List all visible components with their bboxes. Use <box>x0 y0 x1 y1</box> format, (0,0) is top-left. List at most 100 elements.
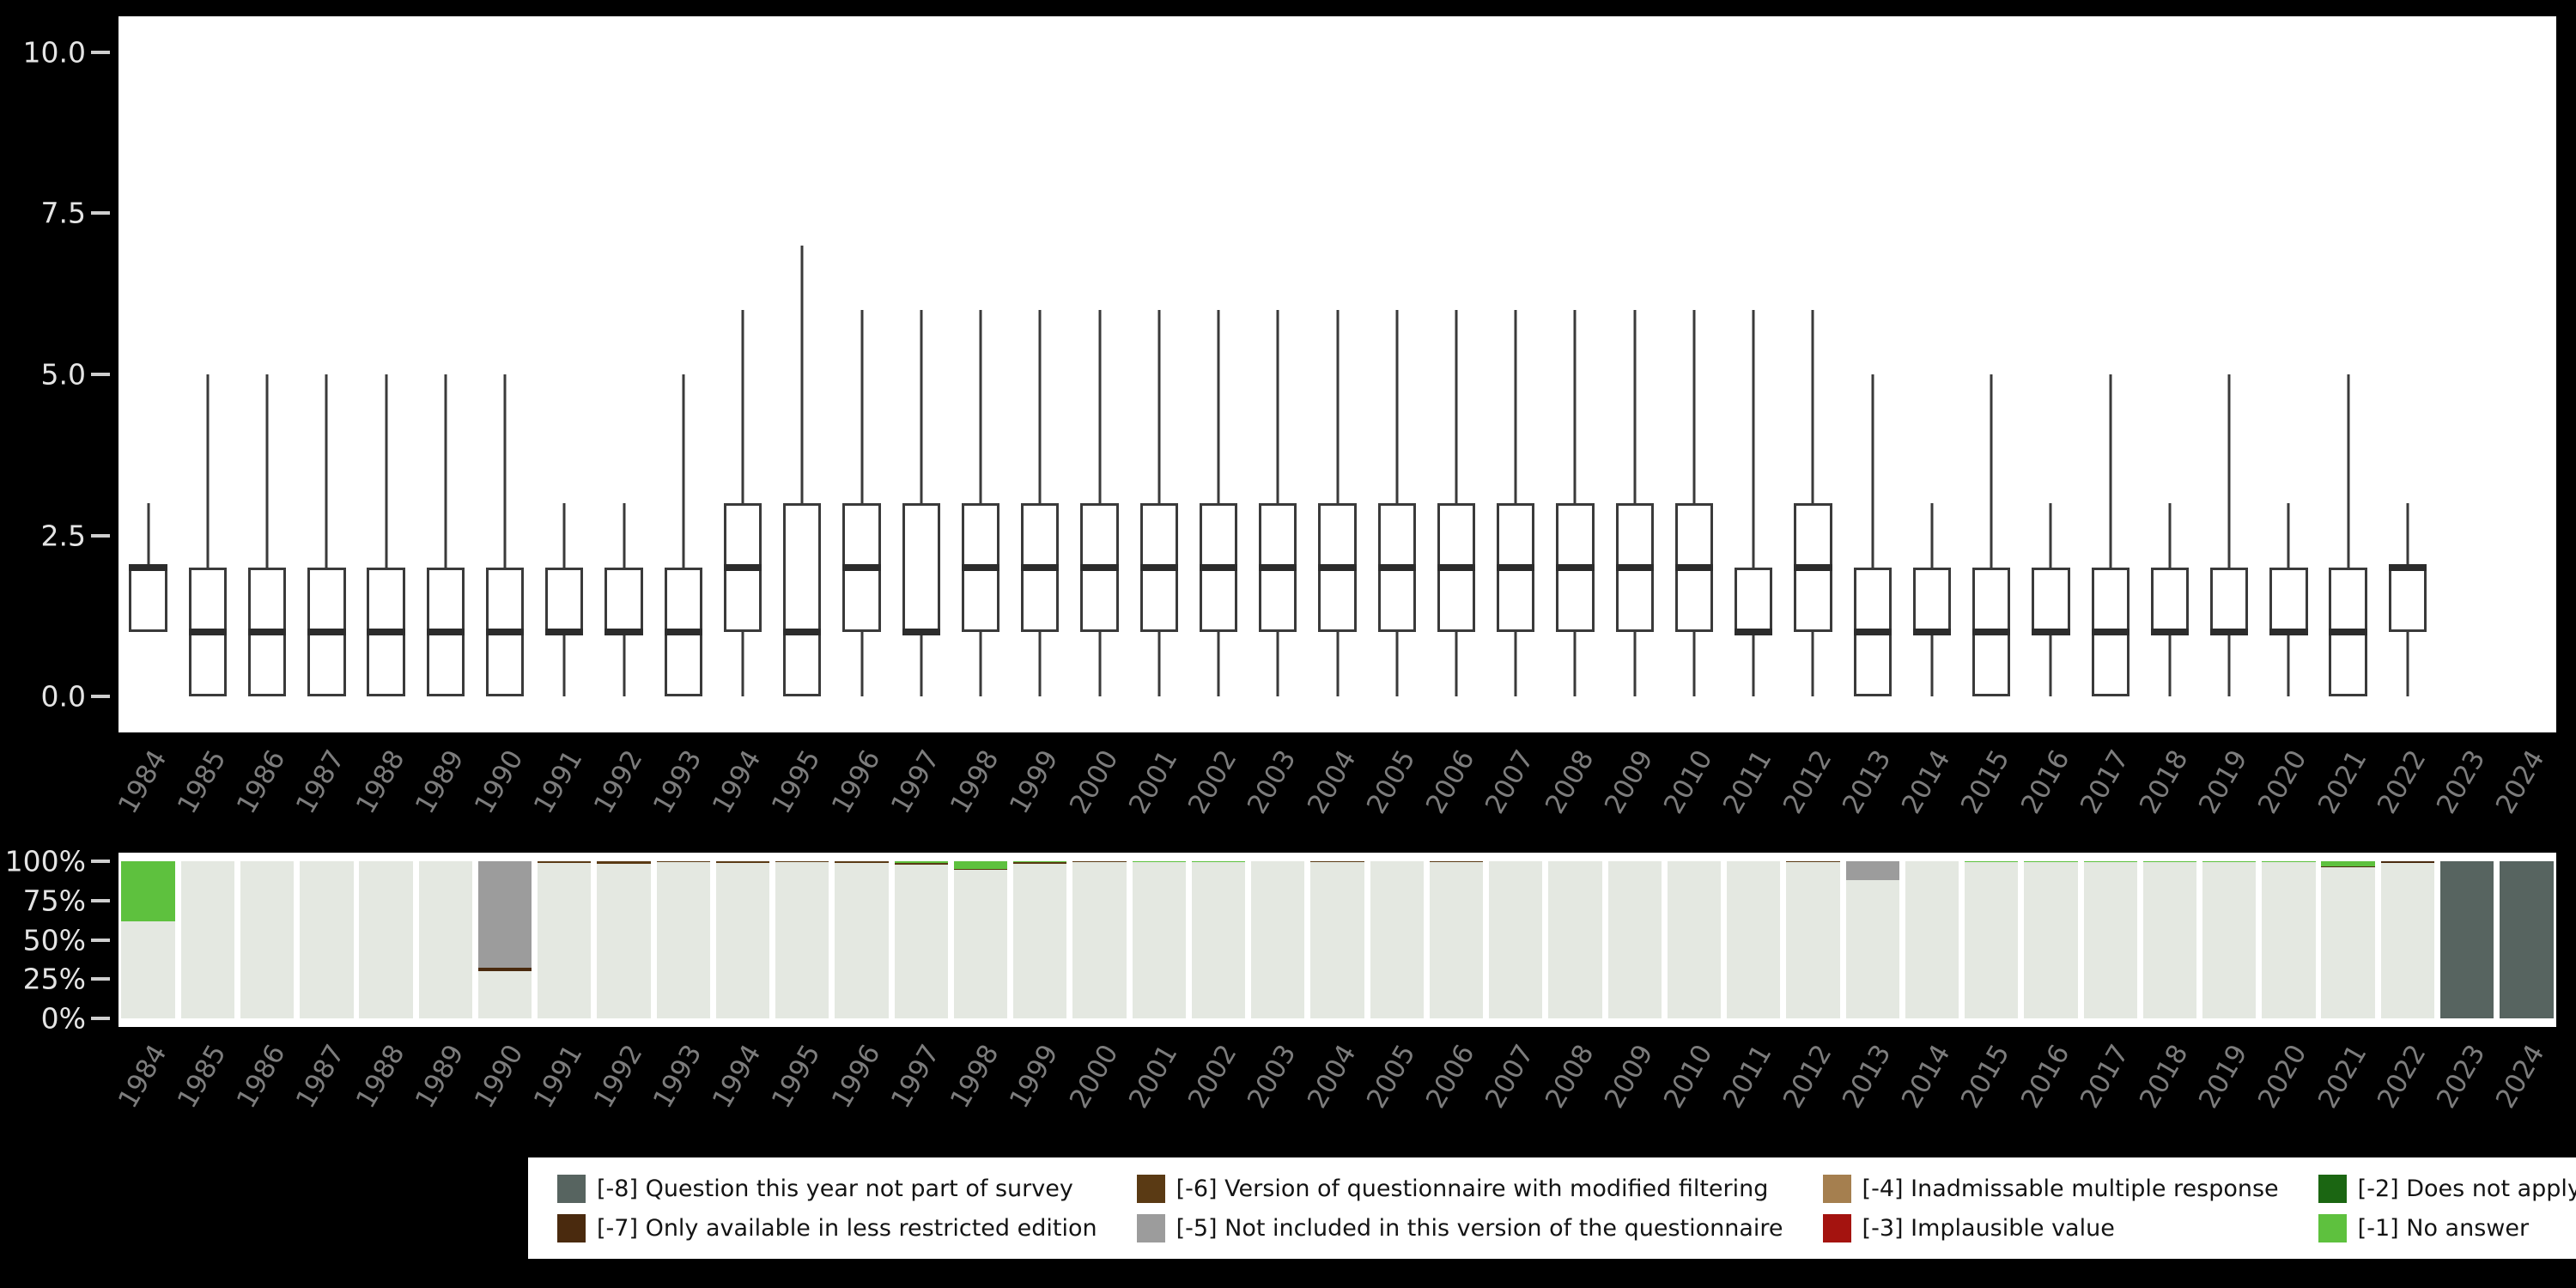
boxplot-median <box>902 629 940 636</box>
x-tick-label-year: 2008 <box>1539 1039 1601 1114</box>
bar-segment-valid <box>1251 861 1305 1018</box>
bar-segment--1 <box>2024 861 2078 863</box>
bar-segment-valid <box>1489 861 1543 1018</box>
bar-segment-valid <box>2024 862 2078 1018</box>
boxplot-median <box>1912 629 1952 636</box>
boxplot-median <box>129 564 167 572</box>
x-tick-label-year: 2013 <box>1836 1039 1898 1114</box>
x-tick-label-year: 2017 <box>2074 1039 2136 1114</box>
boxplot-median <box>1437 564 1476 572</box>
x-tick-label-year: 2000 <box>1063 744 1125 819</box>
x-tick-label-year: 2020 <box>2252 1039 2313 1114</box>
bar-segment-valid <box>715 863 770 1018</box>
bar-segment-valid <box>1310 862 1364 1018</box>
boxplot-lower-whisker <box>1811 632 1814 697</box>
boxplot-upper-whisker <box>2049 503 2052 568</box>
boxplot-median <box>1735 629 1773 636</box>
bar-segment--7 <box>477 968 532 972</box>
boxplot-upper-whisker <box>1990 374 1993 568</box>
boxplot-upper-whisker <box>325 374 328 568</box>
boxplot-upper-whisker <box>623 503 626 568</box>
x-tick-label-year: 2022 <box>2371 1039 2433 1114</box>
x-tick-label-year: 1993 <box>647 744 708 819</box>
ytick-mark <box>91 977 110 981</box>
x-tick-label-year: 2007 <box>1479 1039 1540 1114</box>
x-tick-label-year: 1992 <box>587 744 649 819</box>
boxplot-upper-whisker <box>1930 503 1934 568</box>
ytick-label: 7.5 <box>40 196 86 230</box>
x-tick-label-year: 1989 <box>409 1039 471 1114</box>
boxplot-median <box>2329 629 2367 636</box>
x-tick-label-year: 2001 <box>1122 1039 1184 1114</box>
ytick-mark <box>91 533 110 538</box>
bar-segment-valid <box>894 864 948 1018</box>
boxplot-upper-whisker <box>1098 309 1102 504</box>
boxplot-median <box>1318 564 1357 572</box>
x-tick-label-year: 2014 <box>1895 1039 1957 1114</box>
x-tick-label-year: 2018 <box>2133 1039 2195 1114</box>
boxplot-box <box>1735 568 1773 633</box>
legend-item--6: [-6] Version of questionnaire with modif… <box>1136 1174 1783 1203</box>
boxplot-upper-whisker <box>1633 309 1637 504</box>
bar-segment--6 <box>1310 861 1364 863</box>
x-tick-label-year: 2016 <box>2014 1039 2076 1114</box>
x-tick-label-year: 1998 <box>944 1039 1005 1114</box>
boxplot-lower-whisker <box>1276 632 1279 697</box>
x-tick-label-year: 2011 <box>1717 1039 1778 1114</box>
x-tick-label-year: 1991 <box>528 744 589 819</box>
bar-segment--1 <box>1132 861 1186 863</box>
bar-segment--1 <box>2202 861 2257 863</box>
x-tick-label-year: 1992 <box>587 1039 649 1114</box>
ytick-mark <box>91 373 110 376</box>
boxplot-median <box>1853 629 1892 636</box>
boxplot-lower-whisker <box>1930 632 1934 697</box>
x-tick-label-year: 1994 <box>706 1039 768 1114</box>
x-tick-label-year: 1987 <box>290 744 351 819</box>
legend-item--2: [-2] Does not apply <box>2318 1174 2576 1203</box>
bar-segment--1 <box>121 861 175 921</box>
bar-segment-valid <box>359 861 413 1018</box>
boxplot-median <box>1139 564 1178 572</box>
bar-segment--5 <box>1845 861 1899 881</box>
boxplot-upper-whisker <box>920 309 923 504</box>
bar-segment-valid <box>953 870 1008 1018</box>
x-tick-label-year: 2018 <box>2133 744 2195 819</box>
boxplot-median <box>2210 629 2249 636</box>
ytick-label: 25% <box>22 962 86 996</box>
x-tick-label-year: 2002 <box>1182 744 1243 819</box>
boxplot-median <box>426 629 465 636</box>
boxplot-upper-whisker <box>1395 309 1399 504</box>
bar-segment-valid <box>1607 861 1662 1018</box>
x-tick-label-year: 1996 <box>825 1039 887 1114</box>
bar-segment--6 <box>775 861 829 863</box>
boxplot-median <box>1972 629 2011 636</box>
x-tick-label-year: 1990 <box>469 1039 530 1114</box>
x-tick-label-year: 2024 <box>2490 1039 2551 1114</box>
boxplot-median <box>2150 629 2190 636</box>
boxplot-upper-whisker <box>2347 374 2350 568</box>
bar-segment--8 <box>2439 861 2494 1018</box>
bar-segment-valid <box>1905 861 1959 1018</box>
boxplot-lower-whisker <box>562 632 566 697</box>
bar-segment-valid <box>121 920 175 1018</box>
boxplot-upper-whisker <box>1811 309 1814 504</box>
legend-label--8: [-8] Question this year not part of surv… <box>597 1175 1073 1202</box>
x-tick-label-year: 1985 <box>171 744 233 819</box>
bar-segment-valid <box>418 861 472 1018</box>
x-tick-label-year: 2002 <box>1182 1039 1243 1114</box>
legend-item--7: [-7] Only available in less restricted e… <box>557 1213 1097 1242</box>
legend-swatch--2 <box>2318 1174 2347 1203</box>
boxplot-lower-whisker <box>1157 632 1161 697</box>
boxplot-upper-whisker <box>800 245 804 504</box>
boxplot-lower-whisker <box>1336 632 1339 697</box>
bar-segment-valid <box>2321 866 2375 1018</box>
boxplot-upper-whisker <box>562 503 566 568</box>
boxplot-upper-whisker <box>2406 503 2409 568</box>
x-tick-label-year: 2013 <box>1836 744 1898 819</box>
legend-swatch--4 <box>1822 1174 1851 1203</box>
x-tick-label-year: 2003 <box>1242 1039 1303 1114</box>
boxplot-lower-whisker <box>1038 632 1042 697</box>
boxplot-lower-whisker <box>2049 632 2052 697</box>
bar-segment--6 <box>1429 861 1484 863</box>
